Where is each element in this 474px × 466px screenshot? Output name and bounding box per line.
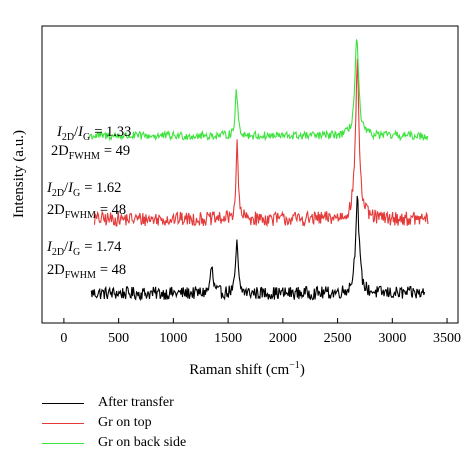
- plot-frame: [41, 25, 459, 324]
- legend: After transfer Gr on top Gr on back side: [42, 393, 292, 453]
- x-tick-label: 500: [108, 331, 129, 346]
- legend-label: After transfer: [98, 395, 174, 410]
- annotation-ratio-black: I2D/IG = 1.74: [46, 239, 122, 258]
- annotation-fwhm-black: 2DFWHM = 48: [47, 262, 126, 281]
- series-line-gr-on-back-side: [88, 39, 429, 142]
- legend-swatch: [42, 422, 84, 424]
- x-tick-label: 2500: [324, 331, 352, 346]
- annotation-fwhm-red: 2DFWHM = 48: [47, 202, 126, 221]
- legend-label: Gr on back side: [98, 435, 187, 450]
- x-tick-label: 1000: [159, 331, 187, 346]
- y-axis-label: Intensity (a.u.): [11, 130, 27, 218]
- series-layer: [88, 39, 429, 302]
- series-line-after-transfer: [90, 195, 426, 302]
- x-tick-label: 1500: [214, 331, 242, 346]
- legend-label: Gr on top: [98, 415, 152, 430]
- legend-item: Gr on top: [42, 413, 292, 433]
- annotation-fwhm-green: 2DFWHM = 49: [51, 143, 130, 162]
- x-tick-label: 0: [60, 331, 67, 346]
- legend-swatch: [42, 402, 84, 404]
- x-axis-label: Raman shift (cm−1): [189, 360, 305, 378]
- series-line-gr-on-top: [93, 58, 429, 228]
- x-axis-ticks: 0 500 1000 1500 2000 2500 3000 3500: [60, 318, 461, 346]
- legend-swatch: [42, 442, 84, 444]
- x-tick-label: 2000: [269, 331, 297, 346]
- annotation-ratio-green: I2D/IG = 1.33: [56, 124, 131, 143]
- x-tick-label: 3000: [378, 331, 406, 346]
- annotation-ratio-red: I2D/IG = 1.62: [46, 180, 121, 199]
- x-tick-label: 3500: [433, 331, 461, 346]
- legend-item: Gr on back side: [42, 433, 292, 453]
- legend-item: After transfer: [42, 393, 292, 413]
